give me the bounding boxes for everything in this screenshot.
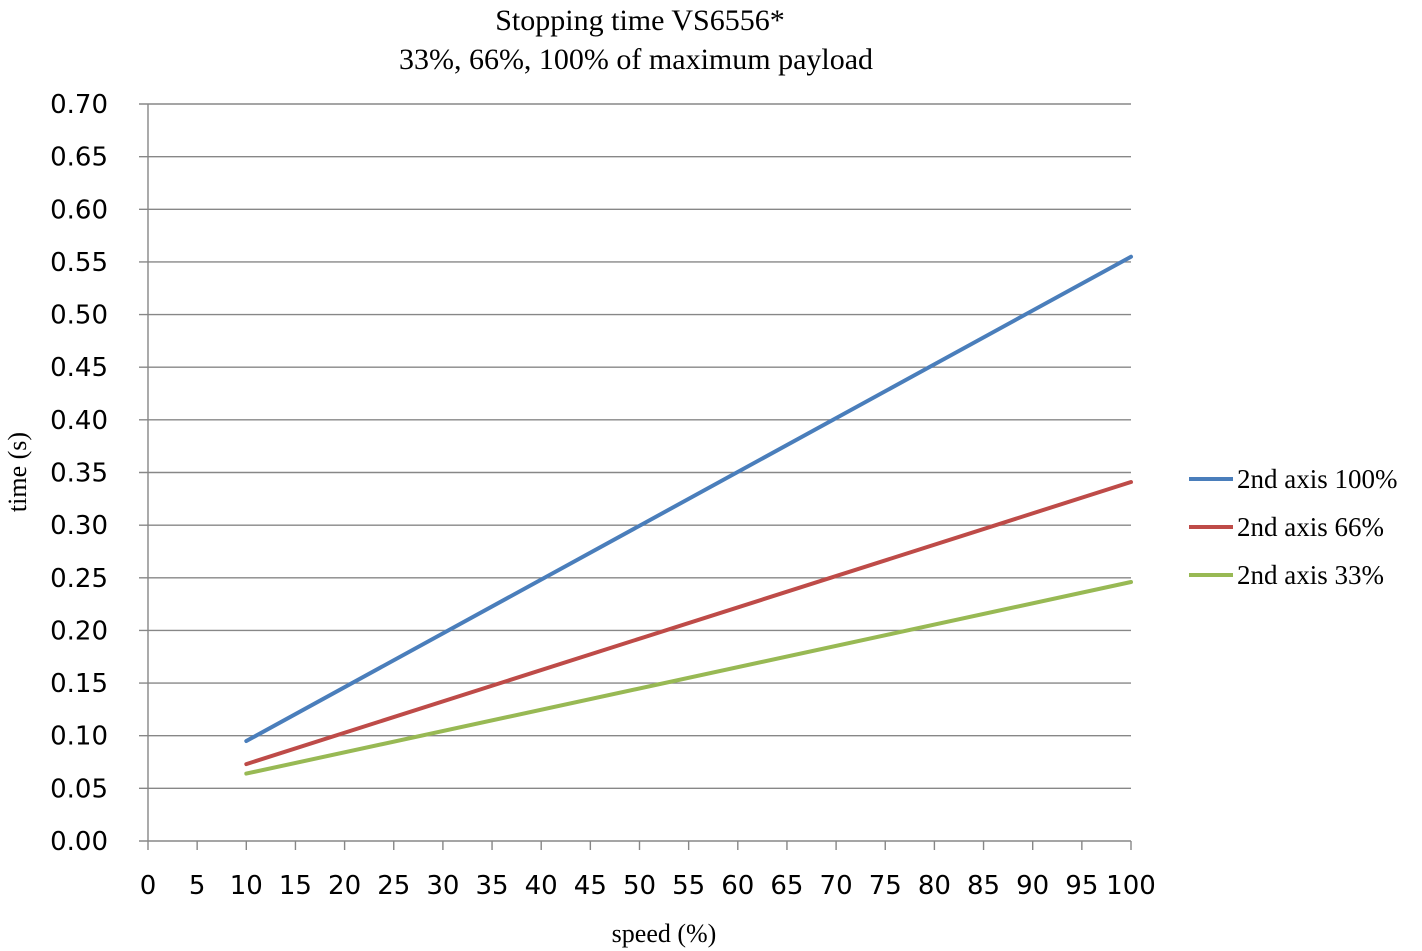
x-tick-label: 40 bbox=[525, 871, 558, 901]
x-tick-label: 10 bbox=[230, 871, 263, 901]
y-tick-label: 0.05 bbox=[50, 774, 108, 804]
gridlines bbox=[139, 103, 1131, 790]
y-tick-label: 0.15 bbox=[50, 669, 108, 699]
x-tick-label: 5 bbox=[189, 871, 206, 901]
series-lines bbox=[244, 254, 1133, 776]
legend-label: 2nd axis 33% bbox=[1237, 560, 1384, 590]
y-tick-label: 0.25 bbox=[50, 564, 108, 594]
y-tick-label: 0.00 bbox=[50, 827, 108, 857]
legend: 2nd axis 100% 2nd axis 66% 2nd axis 33% bbox=[1189, 464, 1397, 590]
legend-label: 2nd axis 100% bbox=[1237, 464, 1397, 494]
x-tick-label: 30 bbox=[426, 871, 459, 901]
x-tick-label: 55 bbox=[672, 871, 705, 901]
y-tick-label: 0.30 bbox=[50, 511, 108, 541]
series-line-3 bbox=[244, 580, 1133, 776]
x-tick-label: 95 bbox=[1065, 871, 1098, 901]
series-line-2 bbox=[244, 480, 1133, 767]
x-tick-label: 80 bbox=[918, 871, 951, 901]
x-tick-label: 85 bbox=[967, 871, 1000, 901]
y-axis-title: time (s) bbox=[3, 432, 32, 512]
legend-label: 2nd axis 66% bbox=[1237, 512, 1384, 542]
axes bbox=[139, 104, 1132, 850]
chart-title: Stopping time VS6556* bbox=[495, 4, 784, 37]
x-tick-label: 25 bbox=[377, 871, 410, 901]
x-tick-label: 60 bbox=[721, 871, 754, 901]
y-tick-label: 0.45 bbox=[50, 353, 108, 383]
y-tick-label: 0.65 bbox=[50, 143, 108, 173]
x-tick-label: 70 bbox=[820, 871, 853, 901]
x-tick-label: 75 bbox=[869, 871, 902, 901]
x-tick-label: 90 bbox=[1016, 871, 1049, 901]
x-axis-title: speed (%) bbox=[612, 919, 717, 948]
y-tick-label: 0.40 bbox=[50, 406, 108, 436]
y-tick-label: 0.55 bbox=[50, 248, 108, 278]
chart-subtitle: 33%, 66%, 100% of maximum payload bbox=[399, 43, 873, 76]
x-tick-labels: 0 5 10 15 20 25 30 35 40 45 50 55 60 65 70 75 80 85 90 95 10… bbox=[140, 871, 1156, 901]
y-tick-label: 0.35 bbox=[50, 459, 108, 489]
y-tick-labels: 0.00 0.05 0.10 0.15 0.20 0.25 0.30 0.35 0.40 0.45… bbox=[50, 90, 108, 857]
y-tick-label: 0.20 bbox=[50, 616, 108, 646]
x-tick-label: 35 bbox=[476, 871, 509, 901]
y-tick-label: 0.50 bbox=[50, 301, 108, 331]
x-tick-label: 0 bbox=[140, 871, 157, 901]
y-tick-label: 0.10 bbox=[50, 722, 108, 752]
series-line-1 bbox=[244, 254, 1133, 743]
x-tick-label: 100 bbox=[1106, 871, 1156, 901]
x-tick-label: 50 bbox=[623, 871, 656, 901]
x-tick-label: 45 bbox=[574, 871, 607, 901]
x-tick-label: 20 bbox=[328, 871, 361, 901]
y-tick-label: 0.70 bbox=[50, 90, 108, 120]
x-tick-label: 15 bbox=[279, 871, 312, 901]
x-tick-label: 65 bbox=[770, 871, 803, 901]
y-tick-label: 0.60 bbox=[50, 195, 108, 225]
